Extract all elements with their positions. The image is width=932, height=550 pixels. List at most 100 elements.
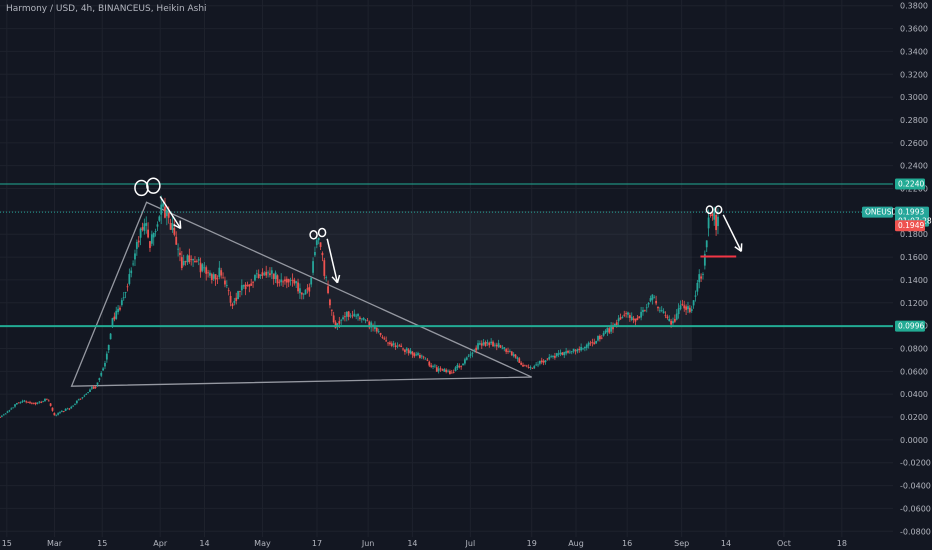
candle-body [216, 278, 219, 280]
time-tick-label: 19 [527, 539, 537, 548]
candle-body [210, 274, 213, 281]
candle-body [267, 272, 269, 274]
candle-body [96, 382, 99, 385]
candle-body [94, 386, 97, 388]
candle-body [75, 400, 78, 403]
price-tick-label: -0.0400 [900, 482, 931, 491]
candle-body [390, 343, 393, 347]
price-axis[interactable] [893, 0, 932, 537]
candle-body [353, 313, 356, 317]
candle-body [375, 327, 378, 332]
candle-body [81, 397, 84, 398]
candle-body [47, 400, 50, 402]
candle-body [449, 370, 451, 375]
level-badge-mid-text: 0.0996 [898, 322, 924, 331]
candle-body [606, 327, 609, 332]
time-tick-label: Apr [153, 539, 168, 548]
candle-body [227, 290, 230, 292]
candle-body [164, 206, 166, 218]
candle-body [134, 253, 136, 260]
time-tick-label: Jul [465, 539, 476, 548]
time-tick-label: 16 [622, 539, 632, 548]
candle-body [475, 347, 478, 351]
candle-body [295, 281, 298, 284]
candle-body [415, 354, 418, 356]
range-box [160, 211, 692, 362]
right-circle-right [714, 205, 723, 215]
candle-body [672, 321, 674, 324]
candle-body [685, 306, 688, 310]
candle-body [199, 262, 202, 273]
candle-body [90, 387, 93, 389]
candle-body [653, 297, 656, 299]
triangle-pattern [70, 201, 532, 387]
candle-body [240, 285, 243, 291]
candle-body [323, 260, 326, 276]
candle-body [261, 272, 264, 276]
candle-body [87, 392, 90, 393]
candle-body [220, 270, 223, 276]
candle-body [38, 401, 41, 403]
candle-body [668, 318, 671, 322]
candle-body [284, 279, 286, 282]
time-axis[interactable] [0, 537, 932, 550]
candle-body [154, 231, 157, 233]
candle-body [259, 274, 262, 276]
candle-body [359, 317, 361, 320]
candle-body [111, 318, 114, 326]
candle-body [201, 264, 204, 271]
candle-body [435, 367, 438, 372]
candle-body [546, 358, 549, 360]
candle-body [327, 286, 329, 294]
candle-body [304, 289, 307, 295]
price-tick-label: 0.2800 [900, 116, 928, 125]
hand-annotations [134, 177, 743, 284]
price-tick-label: 0.1400 [900, 276, 928, 285]
candle-body [705, 240, 708, 248]
candle-body [501, 348, 504, 350]
candle-body [450, 372, 453, 374]
top-circle-right [146, 177, 161, 194]
candle-body [30, 402, 33, 404]
candle-body [276, 275, 279, 284]
candle-body [293, 279, 296, 284]
candle-body [167, 211, 170, 218]
mid-circle-left [309, 230, 318, 240]
candle-body [520, 362, 523, 365]
candle-body [589, 342, 592, 344]
candle-body [314, 252, 316, 256]
candle-body [381, 336, 384, 338]
candle-body [398, 345, 401, 347]
time-tick-label: Sep [674, 539, 689, 548]
candle-body [621, 316, 624, 318]
candle-body [79, 398, 82, 400]
candle-body [119, 307, 121, 310]
candle-body [657, 306, 659, 309]
candle-body [649, 298, 652, 302]
candle-body [317, 237, 320, 241]
candle-body [51, 407, 54, 411]
candle-body [212, 274, 215, 279]
candle-body [60, 410, 63, 412]
time-tick-label: Mar [47, 539, 63, 548]
candle-body [315, 240, 318, 245]
candle-body [360, 318, 363, 320]
candle-body [383, 338, 386, 340]
candle-body [285, 278, 288, 283]
candle-body [522, 364, 524, 367]
candle-body [499, 345, 502, 348]
candle-body [272, 273, 275, 279]
candle-body [392, 343, 395, 346]
price-tick-label: 0.0200 [900, 413, 928, 422]
candle-body [495, 344, 498, 347]
candle-body [460, 366, 463, 368]
candle-body [690, 309, 693, 311]
candle-body [625, 313, 628, 315]
candle-body [523, 365, 526, 367]
candle-body [580, 347, 583, 351]
candle-body [160, 204, 163, 215]
candle-body [6, 411, 9, 413]
candle-body [308, 287, 311, 292]
candle-body [394, 345, 397, 348]
